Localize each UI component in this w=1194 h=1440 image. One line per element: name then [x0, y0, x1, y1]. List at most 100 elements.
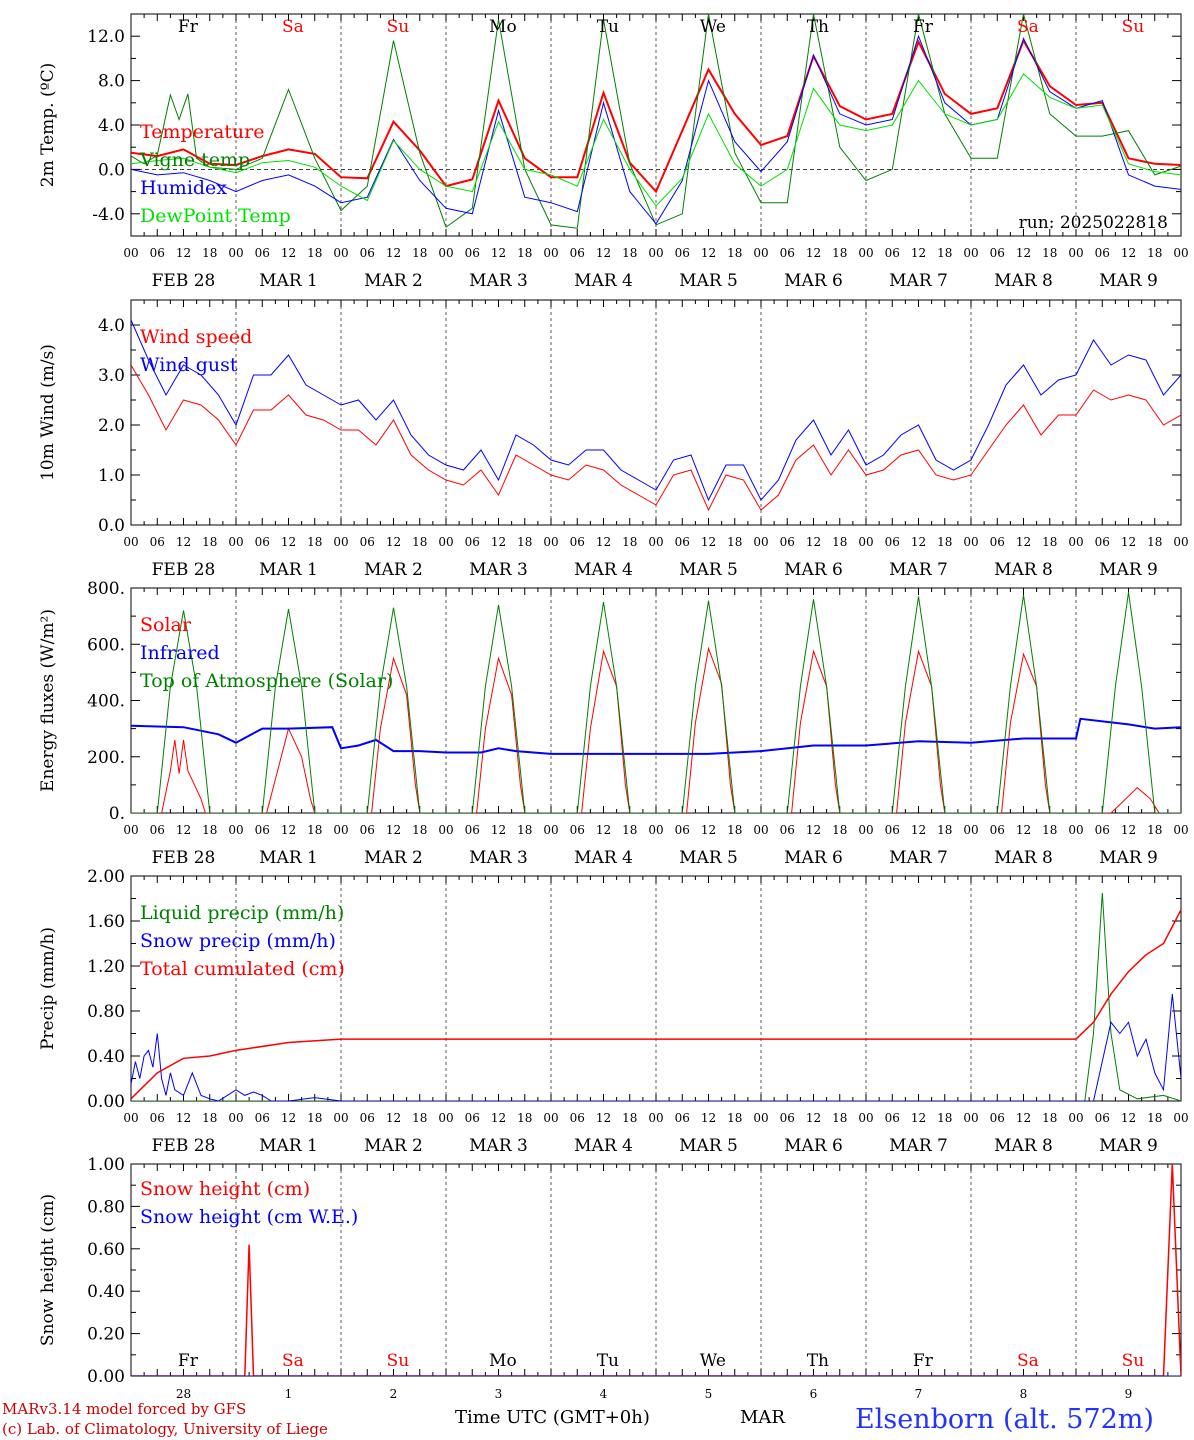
hour-label: 12 — [176, 1111, 191, 1125]
day-label: Su — [387, 1351, 410, 1371]
date-label: MAR 6 — [784, 1136, 843, 1156]
y-tick-label: 4.0 — [98, 116, 125, 136]
hour-label: 06 — [360, 1111, 375, 1125]
hour-label: 00 — [438, 535, 453, 549]
y-tick-label: 8.0 — [98, 72, 125, 92]
hour-label: 06 — [570, 246, 585, 260]
legend-entry: DewPoint Temp — [140, 205, 291, 227]
date-number: 5 — [705, 1387, 713, 1401]
y-tick-label: 1.00 — [87, 1155, 125, 1175]
hour-label: 00 — [963, 246, 978, 260]
hour-label: 00 — [753, 246, 768, 260]
hour-label: 06 — [150, 823, 165, 837]
date-label: MAR 4 — [574, 1136, 633, 1156]
hour-label: 06 — [255, 246, 270, 260]
y-axis-title: Precip (mm/h) — [38, 927, 58, 1050]
date-label: MAR 5 — [679, 560, 738, 580]
hour-label: 06 — [570, 823, 585, 837]
hour-label: 18 — [412, 535, 427, 549]
hour-label: 06 — [360, 246, 375, 260]
hour-label: 00 — [963, 535, 978, 549]
date-label: MAR 3 — [469, 848, 528, 868]
day-label: Fr — [913, 1351, 934, 1371]
legend-entry: Snow height (cm W.E.) — [140, 1206, 358, 1228]
hour-label: 06 — [990, 823, 1005, 837]
y-tick-label: 0.40 — [87, 1282, 125, 1302]
panel-5: 1.00 0.80 0.60 0.40 0.20 0.00 Snow height (cm)… — [38, 1155, 1182, 1401]
hour-label: 18 — [1147, 535, 1162, 549]
hour-label: 00 — [753, 535, 768, 549]
y-tick-label: 0.0 — [98, 160, 125, 180]
hour-label: 18 — [202, 1111, 217, 1125]
day-label: Mo — [489, 1351, 517, 1371]
hour-label: 18 — [307, 823, 322, 837]
hour-label: 00 — [123, 535, 138, 549]
footer-time-axis: Time UTC (GMT+0h) — [455, 1407, 650, 1428]
hour-label: 00 — [228, 1111, 243, 1125]
date-label: MAR 9 — [1099, 560, 1158, 580]
hour-label: 18 — [937, 246, 952, 260]
y-tick-label: 3.0 — [98, 366, 125, 386]
hour-label: 18 — [1147, 1111, 1162, 1125]
hour-label: 00 — [333, 535, 348, 549]
hour-label: 00 — [1068, 246, 1083, 260]
hour-label: 06 — [990, 1111, 1005, 1125]
hour-label: 00 — [333, 1111, 348, 1125]
hour-label: 18 — [937, 1111, 952, 1125]
legend-entry: Top of Atmosphere (Solar) — [140, 670, 393, 692]
date-label: MAR 2 — [364, 560, 423, 580]
hour-label: 12 — [701, 823, 716, 837]
hour-label: 00 — [333, 246, 348, 260]
hour-label: 12 — [1121, 1111, 1136, 1125]
y-axis-title: 2m Temp. (ºC) — [38, 63, 58, 188]
hour-label: 18 — [1042, 1111, 1057, 1125]
date-label: FEB 28 — [152, 1136, 216, 1156]
hour-label: 00 — [123, 823, 138, 837]
y-tick-label: 0.80 — [87, 1002, 125, 1022]
date-label: MAR 5 — [679, 271, 738, 291]
footer-month: MAR — [740, 1407, 785, 1428]
legend-entry: Wind gust — [140, 354, 238, 376]
y-tick-label: 0.20 — [87, 1325, 125, 1345]
y-tick-label: 200. — [87, 748, 125, 768]
hour-label: 12 — [281, 1111, 296, 1125]
date-label: MAR 8 — [994, 848, 1053, 868]
hour-label: 00 — [753, 823, 768, 837]
day-label: Sa — [282, 1351, 304, 1371]
hour-label: 18 — [1042, 823, 1057, 837]
series-line-3 — [131, 909, 1181, 1100]
series-line-1 — [131, 892, 1181, 1101]
hour-label: 18 — [412, 823, 427, 837]
hour-label: 18 — [517, 246, 532, 260]
hour-label: 06 — [780, 246, 795, 260]
hour-label: 06 — [255, 535, 270, 549]
hour-label: 06 — [885, 823, 900, 837]
date-number: 8 — [1020, 1387, 1028, 1401]
panel-4: 2.00 1.60 1.20 0.80 0.40 0.00 Precip (mm/h) Liq… — [38, 867, 1189, 1156]
day-label: Mo — [489, 17, 517, 37]
day-label: Su — [1122, 17, 1145, 37]
plot-frame — [130, 299, 1182, 526]
y-axis-title: 10m Wind (m/s) — [38, 344, 58, 481]
footer-lab: (c) Lab. of Climatology, University of L… — [2, 1420, 328, 1438]
hour-label: 18 — [727, 1111, 742, 1125]
hour-label: 06 — [465, 1111, 480, 1125]
hour-label: 12 — [1121, 823, 1136, 837]
hour-label: 06 — [780, 535, 795, 549]
hour-label: 12 — [911, 535, 926, 549]
hour-label: 06 — [465, 535, 480, 549]
hour-label: 00 — [1173, 1111, 1188, 1125]
hour-label: 06 — [885, 1111, 900, 1125]
day-label: Sa — [282, 17, 304, 37]
hour-label: 18 — [412, 246, 427, 260]
hour-label: 00 — [648, 246, 663, 260]
hour-label: 06 — [465, 823, 480, 837]
date-number: 28 — [176, 1387, 191, 1401]
y-tick-label: 600. — [87, 635, 125, 655]
legend-entry: Solar — [140, 614, 192, 636]
date-label: MAR 6 — [784, 271, 843, 291]
date-label: MAR 9 — [1099, 1136, 1158, 1156]
hour-label: 06 — [360, 823, 375, 837]
hour-label: 06 — [675, 1111, 690, 1125]
hour-label: 00 — [543, 1111, 558, 1125]
